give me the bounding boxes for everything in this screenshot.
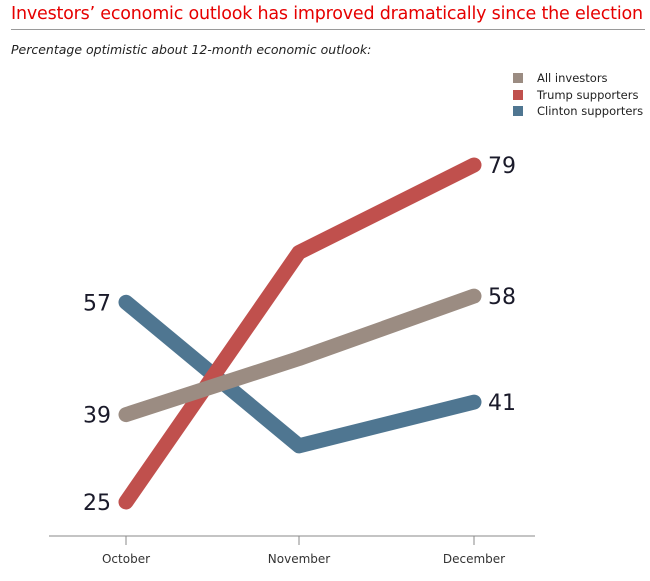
legend-swatch-trump-supporters <box>513 89 523 100</box>
data-label-clinton-supporters-october: 57 <box>83 291 111 316</box>
x-axis: October November December <box>49 535 535 566</box>
legend: All investors Trump supporters Clinton s… <box>513 70 643 120</box>
data-label-all-investors-october: 39 <box>83 404 111 429</box>
chart-title: Investors’ economic outlook has improved… <box>11 4 643 24</box>
series-line-trump-supporters <box>118 157 482 510</box>
legend-label-trump-supporters: Trump supporters <box>537 87 639 102</box>
data-label-trump-supporters-december: 79 <box>488 154 516 179</box>
chart-subtitle: Percentage optimistic about 12-month eco… <box>11 42 372 57</box>
legend-label-all-investors: All investors <box>537 71 608 86</box>
series-lines <box>118 157 482 510</box>
legend-swatch-clinton-supporters <box>513 106 523 117</box>
data-label-all-investors-december: 58 <box>488 285 516 310</box>
title-divider <box>11 29 645 30</box>
x-tick-label-october: October <box>102 552 150 566</box>
series-line-all-investors <box>118 288 482 423</box>
legend-label-clinton-supporters: Clinton supporters <box>537 104 644 119</box>
legend-item-clinton-supporters: Clinton supporters <box>513 103 643 120</box>
data-label-clinton-supporters-december: 41 <box>488 391 516 416</box>
value-labels: 39 58 25 79 57 41 <box>83 154 516 516</box>
legend-swatch-all-investors <box>513 73 523 84</box>
legend-item-trump-supporters: Trump supporters <box>513 87 643 104</box>
legend-item-all-investors: All investors <box>513 70 643 87</box>
x-tick-label-november: November <box>268 552 330 566</box>
series-line-clinton-supporters <box>118 294 482 454</box>
data-label-trump-supporters-october: 25 <box>83 491 111 516</box>
x-tick-label-december: December <box>443 552 505 566</box>
